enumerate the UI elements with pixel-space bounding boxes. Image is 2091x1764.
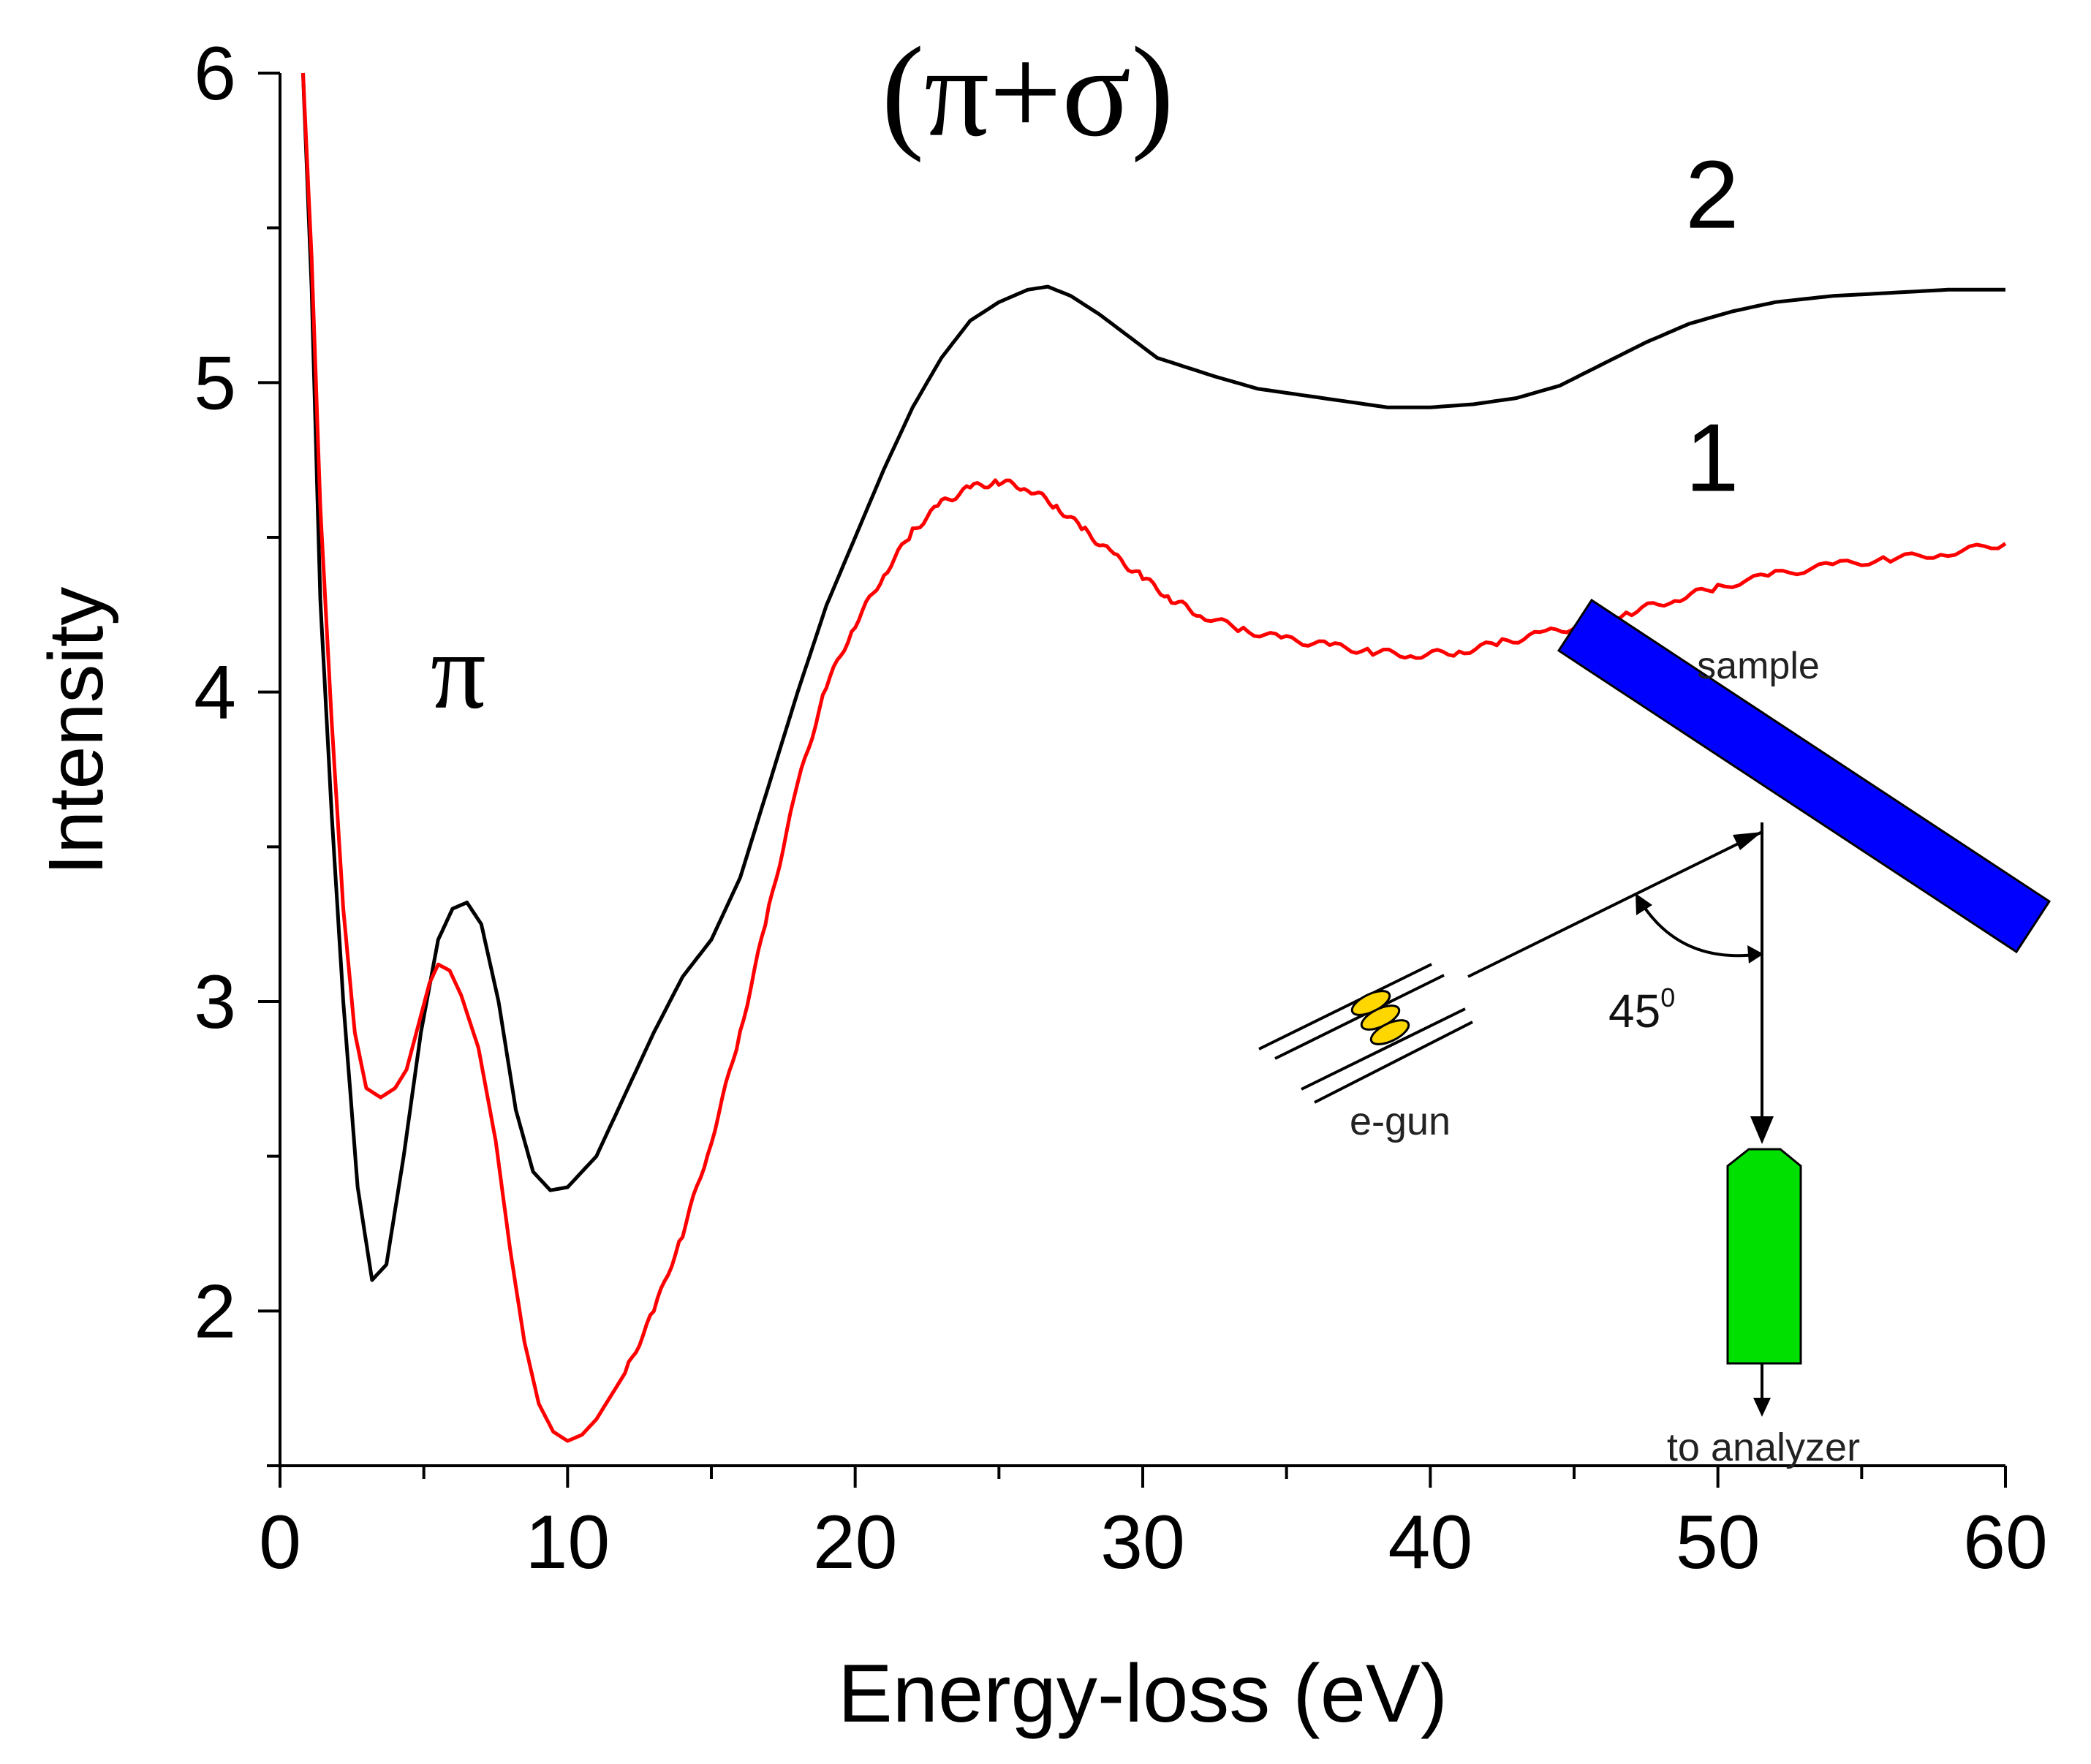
pi-sigma-peak-label: (π+σ) xyxy=(882,21,1174,164)
curve-label-1: 1 xyxy=(1685,404,1739,512)
x-tick-label: 20 xyxy=(813,1500,898,1585)
sample-label: sample xyxy=(1697,645,1820,687)
angle-value: 45 xyxy=(1608,985,1660,1037)
analyzer-block xyxy=(1726,1148,1802,1365)
x-tick-label: 10 xyxy=(525,1500,610,1585)
x-tick-label: 30 xyxy=(1100,1500,1185,1585)
series-line-1 xyxy=(301,72,2007,1443)
egun-coil xyxy=(1350,990,1410,1045)
sample-block xyxy=(1557,598,2052,954)
x-tick-label: 50 xyxy=(1676,1500,1761,1585)
x-tick-label: 40 xyxy=(1388,1500,1472,1585)
scattered-beam-arrowhead xyxy=(1750,1116,1774,1144)
angle-arc-arrowhead-left xyxy=(1636,893,1652,915)
y-tick-label: 2 xyxy=(194,1269,236,1354)
angle-label: 450 xyxy=(1608,983,1675,1037)
angle-arc-arrowhead-right xyxy=(1747,945,1763,964)
y-tick-label: 6 xyxy=(194,31,236,116)
y-axis-label: Intensity xyxy=(33,587,119,876)
x-axis-label: Energy-loss (eV) xyxy=(838,1648,1448,1739)
pi-peak-label: π xyxy=(431,610,486,732)
series-layer xyxy=(301,72,2007,1443)
angle-arc xyxy=(1640,901,1761,958)
y-tick-label: 5 xyxy=(194,341,236,425)
curve-label-2: 2 xyxy=(1685,141,1739,249)
x-tick-label: 0 xyxy=(259,1500,301,1585)
analyzer-output-arrowhead xyxy=(1753,1398,1771,1417)
analyzer-label: to analyzer xyxy=(1667,1426,1860,1469)
egun-label: e-gun xyxy=(1350,1099,1451,1143)
egun-icon xyxy=(1258,963,1473,1104)
y-tick-label: 3 xyxy=(194,960,236,1045)
y-tick-label: 4 xyxy=(194,651,236,735)
angle-degree-superscript: 0 xyxy=(1660,983,1675,1012)
incident-beam-arrowhead xyxy=(1733,832,1762,850)
x-tick-label: 60 xyxy=(1963,1500,2048,1585)
experiment-schematic: sample e-gun 450 xyxy=(1258,598,2052,1469)
series-line-2 xyxy=(301,72,2005,1282)
incident-beam xyxy=(1467,830,1763,978)
